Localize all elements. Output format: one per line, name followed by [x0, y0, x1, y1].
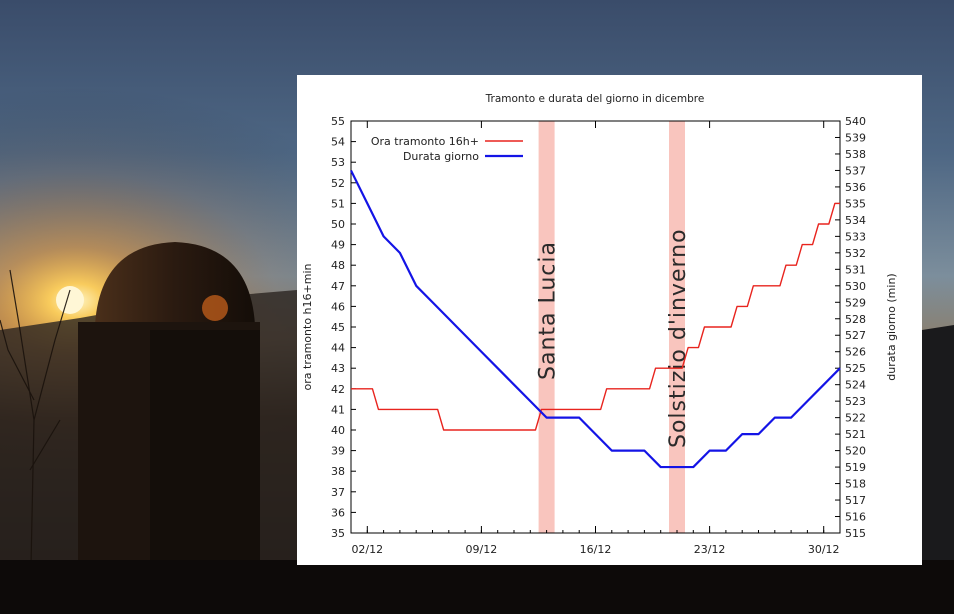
- y-tick-label: 53: [331, 156, 345, 169]
- axis-ticks: 35 36 37 38 39 40 41 42 43 44 45 46 47 48 49 50 51 52 53 54…: [331, 115, 866, 556]
- chart-panel: Santa Lucia Solstizio d'inverno Tramonto …: [297, 75, 922, 565]
- y2-tick-label: 540: [845, 115, 866, 128]
- y-axis-label: ora tramonto h16+min: [301, 263, 314, 390]
- annotation-bands: Santa Lucia Solstizio d'inverno: [536, 121, 691, 533]
- y-tick-label: 35: [331, 527, 345, 540]
- chart-title: Tramonto e durata del giorno in dicembre: [485, 93, 705, 105]
- y2-tick-label: 531: [845, 263, 866, 276]
- x-tick-label: 30/12: [808, 543, 840, 556]
- y-tick-label: 36: [331, 506, 345, 519]
- y2-tick-label: 518: [845, 478, 866, 491]
- y2-tick-label: 524: [845, 379, 866, 392]
- y-tick-label: 43: [331, 362, 345, 375]
- y2-tick-label: 519: [845, 461, 866, 474]
- sun: [56, 286, 84, 314]
- y2-tick-label: 536: [845, 181, 866, 194]
- y-tick-label: 41: [331, 403, 345, 416]
- sunset-daylength-chart: Santa Lucia Solstizio d'inverno Tramonto …: [301, 93, 898, 556]
- x-tick-label: 16/12: [580, 543, 612, 556]
- y2-tick-label: 534: [845, 214, 866, 227]
- annotation-band: [669, 121, 685, 533]
- y2-tick-label: 529: [845, 296, 866, 309]
- y-tick-label: 40: [331, 424, 345, 437]
- y-tick-label: 54: [331, 136, 345, 149]
- y2-tick-label: 522: [845, 412, 866, 425]
- y-tick-label: 49: [331, 239, 345, 252]
- legend-label: Durata giorno: [403, 150, 479, 163]
- y2-tick-label: 530: [845, 280, 866, 293]
- y2-tick-label: 528: [845, 313, 866, 326]
- y-tick-label: 46: [331, 300, 345, 313]
- y2-tick-label: 539: [845, 131, 866, 144]
- annotation-band: [538, 121, 555, 533]
- y2-tick-label: 527: [845, 329, 866, 342]
- y2-tick-label: 532: [845, 247, 866, 260]
- y-tick-label: 50: [331, 218, 345, 231]
- y-tick-label: 51: [331, 197, 345, 210]
- bare-tree: [0, 269, 71, 614]
- y2-tick-label: 517: [845, 494, 866, 507]
- y-tick-label: 42: [331, 383, 345, 396]
- legend: Ora tramonto 16h+ Durata giorno: [371, 135, 523, 163]
- right-hills: [922, 325, 954, 614]
- y2-tick-label: 516: [845, 511, 866, 524]
- y-tick-label: 38: [331, 465, 345, 478]
- x-tick-label: 02/12: [351, 543, 383, 556]
- legend-label: Ora tramonto 16h+: [371, 135, 479, 148]
- y-tick-label: 45: [331, 321, 345, 334]
- annotation-label: Santa Lucia: [536, 241, 561, 380]
- y-tick-label: 44: [331, 342, 345, 355]
- y2-tick-label: 535: [845, 197, 866, 210]
- y2-tick-label: 533: [845, 230, 866, 243]
- annotation-label: Solstizio d'inverno: [666, 228, 691, 448]
- y2-tick-label: 521: [845, 428, 866, 441]
- x-tick-label: 09/12: [466, 543, 498, 556]
- y2-tick-label: 515: [845, 527, 866, 540]
- y2-tick-label: 526: [845, 346, 866, 359]
- foreground-ground: [0, 560, 954, 614]
- y-tick-label: 37: [331, 486, 345, 499]
- y-tick-label: 52: [331, 177, 345, 190]
- y2-tick-label: 538: [845, 148, 866, 161]
- y2-tick-label: 537: [845, 164, 866, 177]
- sun-reflection: [202, 295, 228, 321]
- y2-tick-label: 523: [845, 395, 866, 408]
- y2-tick-label: 525: [845, 362, 866, 375]
- y-tick-label: 39: [331, 445, 345, 458]
- x-tick-label: 23/12: [694, 543, 726, 556]
- y-tick-label: 55: [331, 115, 345, 128]
- y2-axis-label: durata giorno (min): [885, 273, 898, 380]
- y2-tick-label: 520: [845, 445, 866, 458]
- series-line-day-length: [350, 169, 841, 469]
- y-tick-label: 48: [331, 259, 345, 272]
- series-line-sunset-time: [351, 202, 840, 431]
- series-lines: [350, 169, 841, 469]
- y-tick-label: 47: [331, 280, 345, 293]
- plot-frame: [350, 120, 841, 534]
